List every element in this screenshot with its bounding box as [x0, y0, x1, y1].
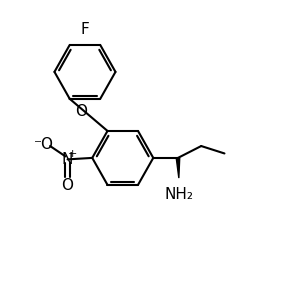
- Text: O: O: [62, 178, 74, 193]
- Polygon shape: [176, 158, 180, 178]
- Text: F: F: [81, 21, 89, 37]
- Text: +: +: [68, 149, 77, 159]
- Text: O: O: [75, 104, 87, 119]
- Text: NH₂: NH₂: [164, 187, 193, 202]
- Text: ⁻O: ⁻O: [34, 137, 54, 152]
- Text: N: N: [62, 152, 73, 167]
